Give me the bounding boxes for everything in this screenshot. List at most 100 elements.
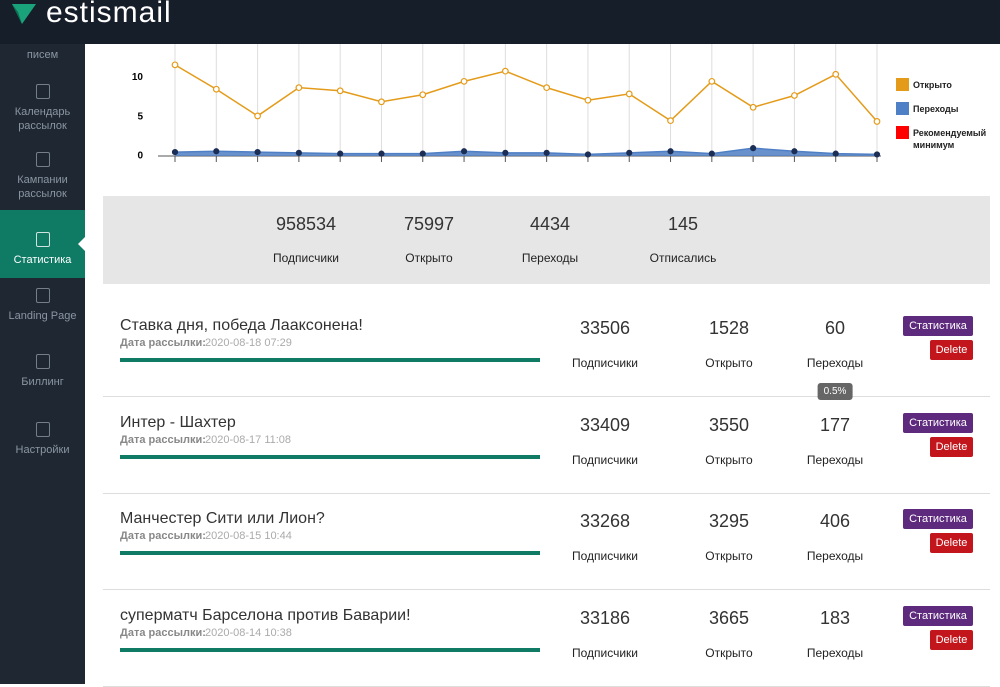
point — [378, 150, 385, 157]
row-separator — [103, 492, 990, 494]
legend-label: Переходы — [913, 104, 959, 114]
row-value: 33506 — [579, 318, 631, 338]
point — [295, 84, 303, 92]
stats-button[interactable]: Статистика — [903, 605, 973, 626]
point — [337, 150, 344, 157]
sidebar: писем Календарь рассылок Кампании рассылок Ст… — [0, 44, 86, 684]
row-value: 1528 — [708, 318, 750, 338]
point — [749, 103, 757, 111]
menu-label: рассылок — [18, 120, 67, 132]
summary-value: 75997 — [403, 214, 455, 234]
date: 2020-08-18 07:29 — [205, 337, 292, 349]
point — [708, 150, 715, 157]
delete-button[interactable]: Delete — [930, 436, 973, 457]
row-separator — [103, 589, 990, 590]
stats-button[interactable]: Статистика — [903, 316, 973, 336]
row-label: Переходы — [806, 452, 864, 467]
row-value: 3665 — [708, 607, 750, 628]
point — [626, 149, 633, 156]
summary-value: 4434 — [529, 214, 571, 234]
active-arrow — [70, 236, 86, 252]
row-label: Открыто — [705, 356, 753, 370]
menu-item[interactable]: Кампании рассылок — [0, 142, 85, 210]
campaign-title: Интер - Шахтер — [120, 413, 236, 431]
menu-label: писем — [26, 49, 59, 61]
tooltip: 0.5% — [817, 382, 853, 400]
row-label: Открыто — [705, 452, 753, 467]
menu-item[interactable]: Landing Page — [0, 278, 85, 344]
menu-icon — [35, 354, 50, 369]
y-tick-label: 5 — [137, 111, 143, 122]
point — [502, 149, 509, 156]
point — [419, 150, 426, 157]
y-tick-label: 0 — [137, 151, 143, 162]
row-value: 183 — [819, 607, 851, 628]
legend-swatch — [896, 102, 909, 115]
point — [336, 87, 344, 95]
campaign-title: Манчестер Сити или Лион? — [120, 510, 325, 527]
date: 2020-08-15 10:44 — [205, 530, 292, 542]
point — [873, 151, 881, 158]
menu-item[interactable]: Статистика — [0, 210, 86, 278]
date: 2020-08-17 11:08 — [205, 433, 292, 446]
row-value: 177 — [819, 414, 851, 435]
progress-bar — [120, 647, 540, 652]
menu-icon — [35, 152, 50, 167]
delete-button[interactable]: Delete — [930, 340, 973, 360]
point — [873, 118, 881, 125]
row-label: Переходы — [806, 356, 864, 370]
delete-button[interactable]: Delete — [930, 629, 973, 650]
menu-icon — [35, 422, 50, 437]
point — [171, 61, 179, 69]
point — [419, 91, 427, 99]
delete-button[interactable]: Delete — [930, 533, 973, 553]
legend-swatch — [896, 78, 909, 91]
point — [584, 151, 592, 158]
menu-item[interactable]: Календарь рассылок — [0, 74, 85, 142]
row-label: Подписчики — [571, 452, 639, 467]
date-label: Дата рассылки: — [120, 433, 206, 446]
logo[interactable]: estismail — [46, 0, 172, 29]
menu-label: Биллинг — [21, 376, 64, 388]
row-value: 33409 — [579, 414, 631, 435]
row-separator — [103, 685, 990, 687]
row-value: 3295 — [708, 511, 750, 531]
stats-button[interactable]: Статистика — [903, 509, 973, 529]
stats-button[interactable]: Статистика — [903, 412, 973, 433]
date-label: Дата рассылки: — [120, 337, 206, 349]
summary-label: Переходы — [521, 251, 579, 265]
point — [625, 90, 633, 98]
top-bar: estismail — [0, 0, 1000, 44]
summary-label: Открыто — [405, 251, 453, 265]
point — [213, 148, 220, 155]
row-separator — [103, 396, 990, 397]
row-label: Переходы — [806, 645, 864, 660]
legend-swatch — [896, 126, 909, 139]
menu-item[interactable]: писем — [0, 34, 85, 82]
point — [543, 84, 551, 92]
point — [832, 70, 840, 78]
point — [254, 112, 261, 120]
menu-label: Статистика — [13, 254, 72, 266]
point — [460, 77, 468, 85]
row-label: Открыто — [705, 645, 753, 660]
point — [171, 148, 179, 156]
row-label: Подписчики — [571, 356, 639, 370]
menu-icon — [35, 288, 50, 303]
point — [832, 150, 839, 157]
menu-item[interactable]: Настройки — [0, 412, 85, 480]
series-line — [174, 147, 878, 156]
row-value: 33186 — [579, 607, 631, 628]
point — [295, 149, 302, 156]
point — [460, 148, 468, 155]
row-value: 3550 — [708, 414, 750, 435]
row-value: 33268 — [579, 511, 631, 531]
point — [708, 77, 716, 85]
menu-item[interactable]: Биллинг — [0, 344, 85, 412]
row-label: Переходы — [806, 549, 864, 563]
menu-label: Настройки — [15, 444, 70, 456]
menu-icon — [35, 84, 50, 99]
summary-label: Подписчики — [272, 251, 340, 265]
legend-label: Рекомендуемый минимум — [913, 128, 987, 150]
